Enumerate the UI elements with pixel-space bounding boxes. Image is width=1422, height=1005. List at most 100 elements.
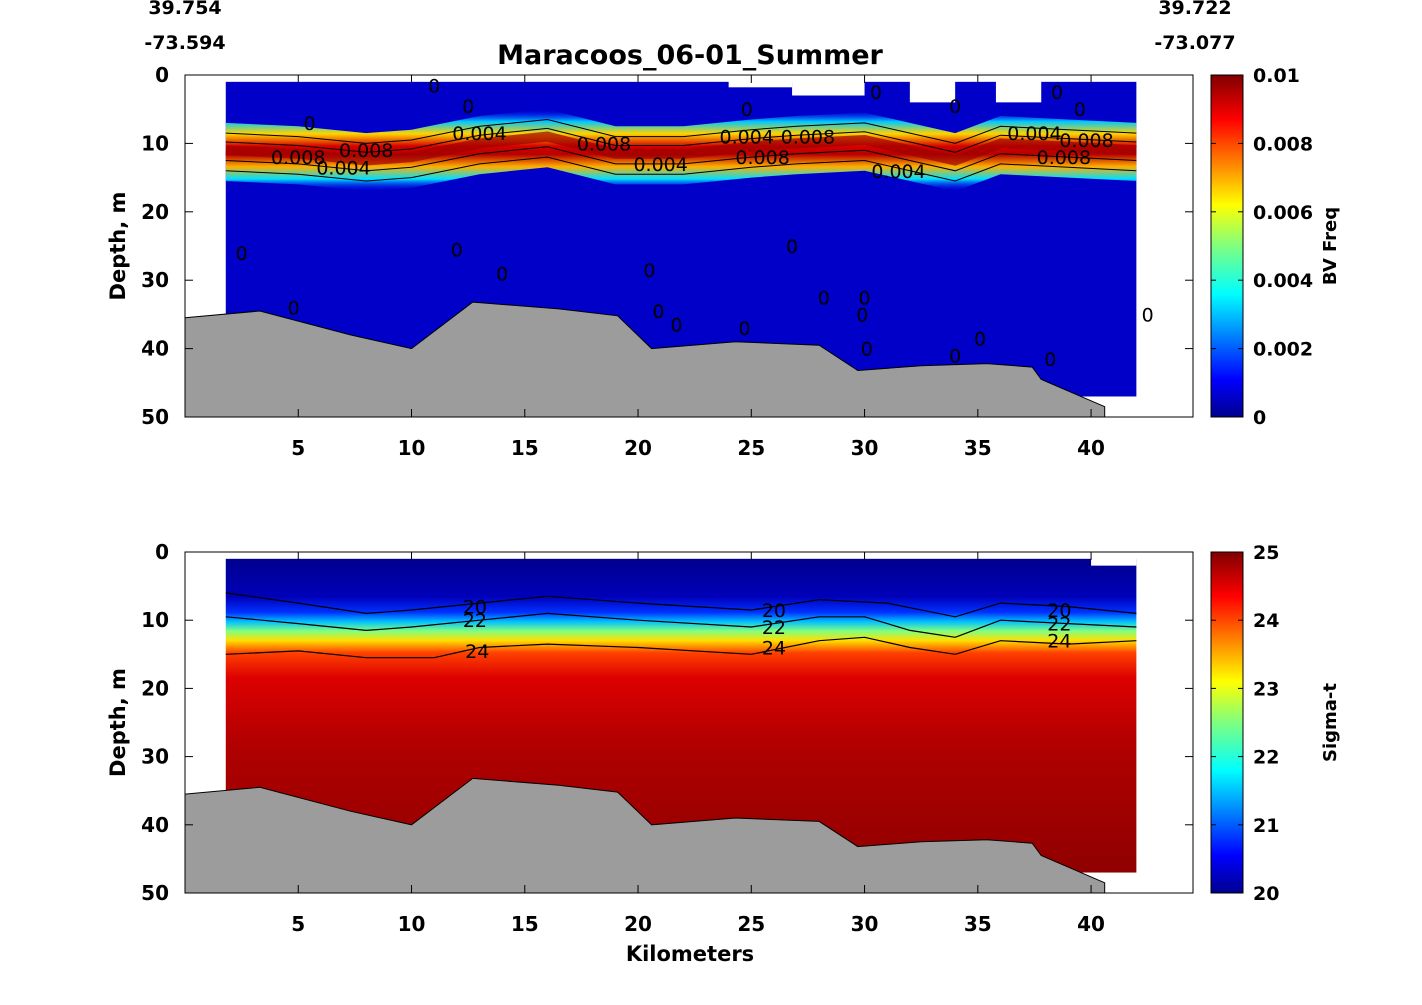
contour-label: 0.008 [1037,147,1091,169]
contour-label: 22 [1047,614,1071,636]
y-tick-label: 0 [155,540,169,564]
contour-label: 0 [870,82,882,104]
x-axis-label: Kilometers [626,942,754,966]
colorbar [1210,74,1244,418]
colorbar-tick-label: 0.008 [1253,133,1313,155]
colorbar-tick-label: 0.01 [1253,65,1300,87]
contour-label: 0.004 [452,123,506,145]
contour-label: 0 [1044,349,1056,371]
contour-label: 0 [738,318,750,340]
y-tick-label: 20 [141,200,169,224]
contour-label: 22 [463,610,487,632]
start-latitude: 39.754 [148,0,221,19]
colorbar-tick-label: 24 [1253,610,1279,632]
thermocline-core [225,131,1137,166]
y-tick-label: 30 [141,745,169,769]
x-tick-label: 30 [851,912,879,936]
contour-label: 0.008 [735,147,789,169]
end-longitude: -73.077 [1154,32,1235,54]
bv-contour-line [225,127,1137,153]
contour-label: 0 [670,315,682,337]
colorbar-tick-label: 0.002 [1253,339,1313,361]
sigma-contour-line [225,592,1137,618]
contour-label: 0 [786,236,798,258]
contour-label: 0.004 [720,127,774,149]
colorbar-tick-label: 22 [1253,747,1279,769]
colorbar-tick-label: 0 [1253,407,1266,429]
contour-label: 0 [288,298,300,320]
x-tick-label: 20 [624,436,652,460]
y-tick-label: 10 [141,131,169,155]
contour-label: 0 [1051,82,1063,104]
contour-label: 22 [762,617,786,639]
x-tick-label: 35 [964,436,992,460]
x-tick-label: 35 [964,912,992,936]
contour-label: 0 [451,239,463,261]
contour-label: 0.004 [633,154,687,176]
surface-gap [909,80,956,103]
surface-gap [995,80,1042,103]
x-tick-label: 40 [1077,436,1105,460]
surface-gap [792,80,865,96]
contour-label: 0 [428,75,440,97]
contour-label: 20 [463,597,487,619]
y-tick-label: 40 [141,337,169,361]
end-latitude: 39.722 [1158,0,1231,19]
contour-label: 0.004 [871,161,925,183]
bv-contour-line [225,146,1137,172]
plot-frame [184,551,1194,894]
plot-frame [184,74,1194,418]
contour-label: 0 [741,99,753,121]
contour-label: 0 [1074,99,1086,121]
colorbar-label: BV Freq [1320,207,1341,285]
start-longitude: -73.594 [144,32,225,54]
contour-label: 0.008 [271,147,325,169]
surface-gap [728,80,793,88]
x-tick-label: 30 [851,436,879,460]
x-tick-label: 15 [511,912,539,936]
contour-label: 20 [762,600,786,622]
contour-label: 0 [861,339,873,361]
x-tick-label: 25 [737,912,765,936]
x-tick-label: 5 [291,436,305,460]
y-tick-label: 50 [141,405,169,429]
contour-label: 24 [762,637,786,659]
contour-label: 0 [856,304,868,326]
contour-label: 0 [304,113,316,135]
y-axis-label: Depth, m [106,192,130,301]
colorbar-tick-label: 0.004 [1253,270,1313,292]
chart-title: Maracoos_06-01_Summer [497,40,883,71]
colorbar-tick-label: 23 [1253,678,1279,700]
x-tick-label: 10 [398,436,426,460]
contour-label: 0.008 [339,140,393,162]
sigma-contour-line [225,636,1137,659]
contour-label: 0.004 [1007,123,1061,145]
y-tick-label: 20 [141,676,169,700]
seafloor-bathymetry [185,301,1106,417]
y-tick-label: 50 [141,881,169,905]
y-tick-label: 0 [155,63,169,87]
contour-label: 0 [974,328,986,350]
y-tick-label: 10 [141,608,169,632]
colorbar-tick-label: 20 [1253,883,1279,905]
contour-label: 0 [236,243,248,265]
contour-label: 0 [818,287,830,309]
colorbar-label: Sigma-t [1320,683,1341,762]
y-axis-label: Depth, m [106,668,130,777]
x-tick-label: 25 [737,436,765,460]
x-tick-label: 15 [511,436,539,460]
contour-label: 0 [949,96,961,118]
colorbar [1210,551,1244,894]
y-tick-label: 30 [141,268,169,292]
colorbar-tick-label: 25 [1253,542,1279,564]
seafloor-bathymetry [185,777,1106,893]
contour-label: 24 [465,641,489,663]
colorbar-tick-label: 21 [1253,815,1279,837]
bv-contour-line [225,156,1137,182]
x-tick-label: 20 [624,912,652,936]
contour-label: 0 [462,96,474,118]
